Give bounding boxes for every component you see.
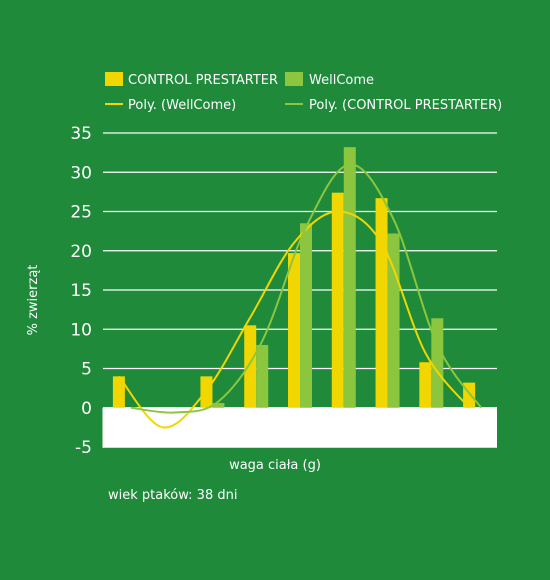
- x-tick-label: 3,1: [462, 425, 489, 445]
- x-tick-labels: 1,5 1,7 1,9 2,1 2,6 2,5 2,7 2,9 3,1: [111, 425, 488, 445]
- legend: CONTROL PRESTARTER WellCome Poly. (WellC…: [105, 72, 502, 113]
- x-tick-label: 2,9: [418, 425, 445, 445]
- bar-control: [331, 192, 344, 408]
- trendlines: [118, 163, 482, 429]
- y-tick-label: 0: [81, 399, 92, 419]
- age-note: wiek ptaków: 38 dni: [108, 488, 237, 503]
- trendline-yellow: [118, 210, 470, 429]
- y-tick-label: 10: [70, 320, 92, 340]
- legend-swatch-wellcome: [285, 72, 303, 86]
- bar-control: [288, 253, 300, 408]
- x-axis-title: waga ciała (g): [229, 458, 321, 473]
- bar-control: [244, 325, 257, 408]
- legend-label-trend-green: Poly. (CONTROL PRESTARTER): [309, 98, 502, 113]
- bar-control: [375, 198, 388, 408]
- y-tick-label: 20: [70, 242, 92, 262]
- legend-label-control: CONTROL PRESTARTER: [128, 73, 278, 88]
- y-tick-label: 15: [70, 281, 92, 301]
- y-tick-label: 25: [70, 203, 92, 223]
- legend-label-trend-yellow: Poly. (WellCome): [128, 98, 236, 113]
- y-tick-label: 30: [70, 163, 92, 183]
- x-tick-label: 1,9: [199, 425, 226, 445]
- x-tick-label: 2,6: [286, 425, 313, 445]
- y-tick-labels: 35 30 25 20 15 10 5 0 -5: [70, 124, 92, 458]
- bar-control: [112, 376, 125, 408]
- bar-wellcome: [300, 223, 312, 408]
- bar-wellcome: [212, 403, 225, 408]
- y-tick-label: 5: [81, 360, 92, 380]
- bar-control: [419, 362, 432, 408]
- y-axis-title: % zwierząt: [26, 265, 41, 336]
- y-tick-label: -5: [75, 438, 92, 458]
- trendline-green: [130, 163, 482, 414]
- x-tick-label: 2,5: [330, 425, 357, 445]
- gridlines: [102, 132, 497, 448]
- bar-wellcome: [343, 147, 356, 408]
- x-tick-label: 1,7: [155, 425, 182, 445]
- x-tick-label: 1,5: [111, 425, 138, 445]
- y-tick-label: 35: [70, 124, 92, 144]
- legend-swatch-control: [105, 72, 123, 86]
- bar-wellcome: [256, 344, 269, 408]
- x-tick-label: 2,7: [374, 425, 401, 445]
- x-tick-label: 2,1: [243, 425, 270, 445]
- bar-wellcome: [431, 318, 444, 408]
- legend-label-wellcome: WellCome: [309, 73, 374, 88]
